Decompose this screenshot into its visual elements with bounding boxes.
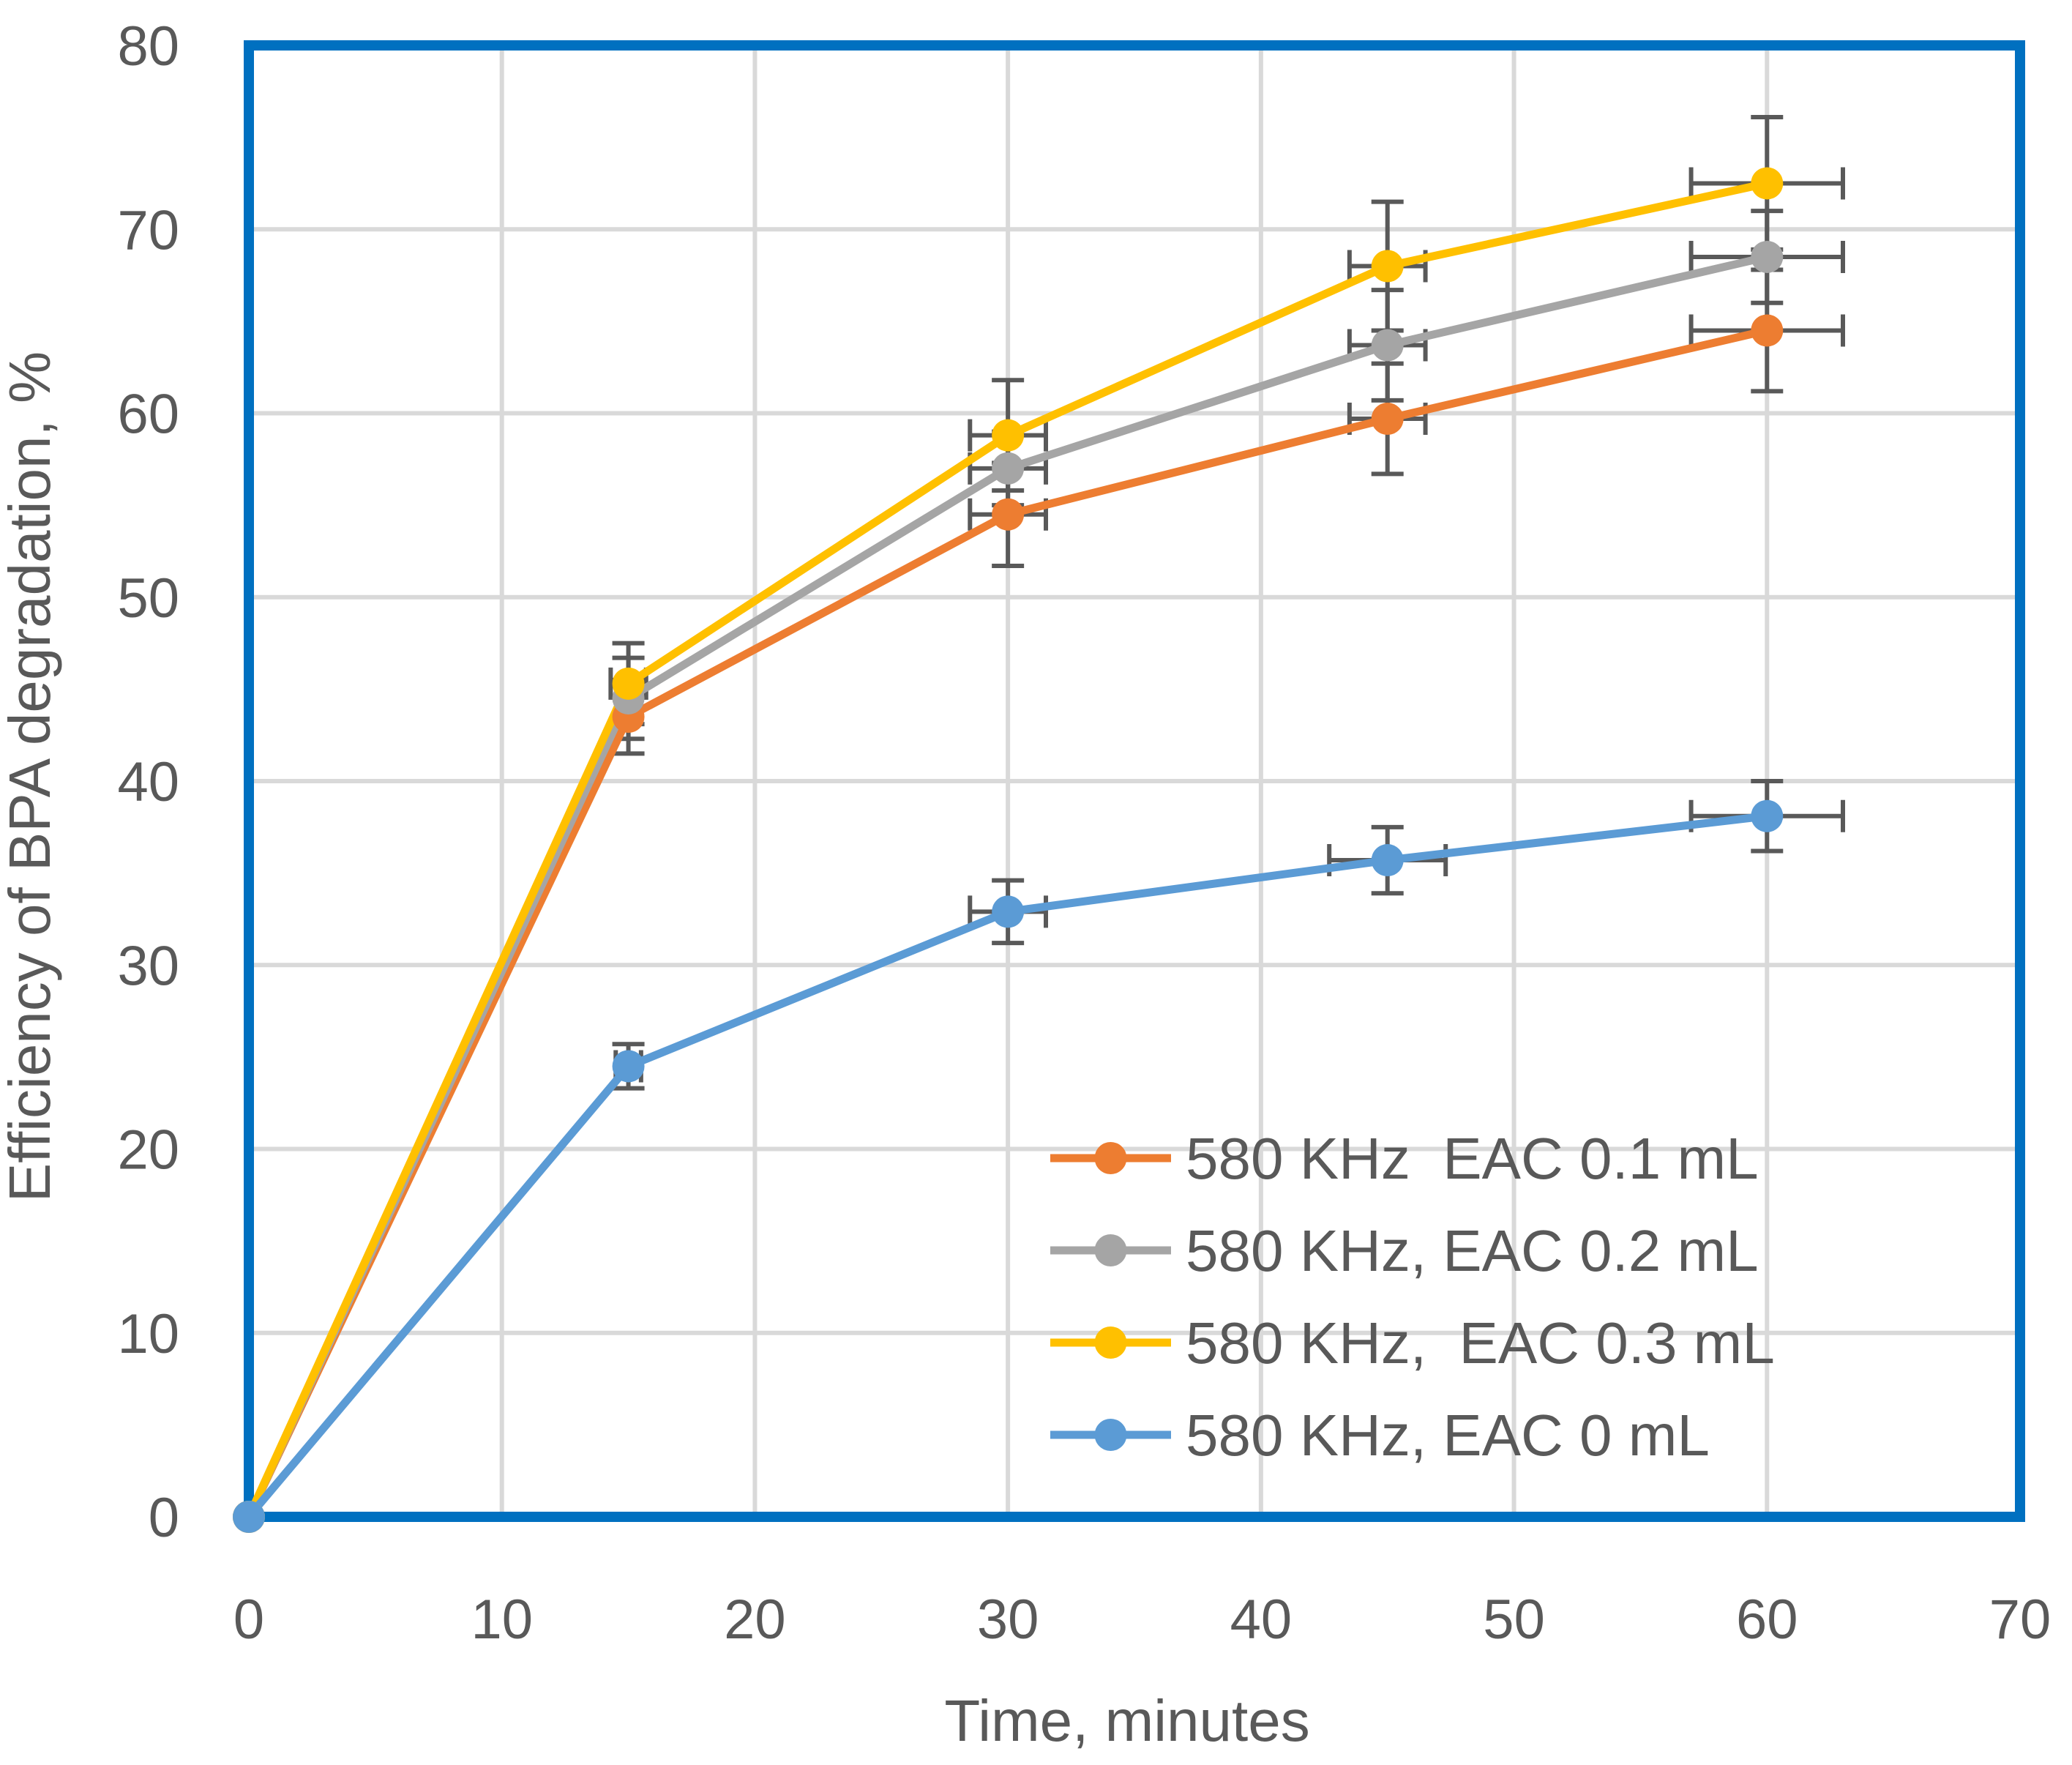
y-tick-label: 40 bbox=[117, 751, 179, 813]
x-tick-label: 20 bbox=[724, 1589, 786, 1651]
legend: 580 KHz EAC 0.1 mL 580 KHz, EAC 0.2 mL 580… bbox=[1050, 1126, 1775, 1468]
series-2-point bbox=[992, 419, 1025, 452]
legend-swatch-marker bbox=[1094, 1326, 1127, 1359]
series-1-point bbox=[992, 452, 1025, 485]
y-tick-label: 0 bbox=[149, 1487, 179, 1549]
legend-item: 580 KHz, EAC 0.3 mL bbox=[1050, 1310, 1775, 1376]
plot-frame bbox=[244, 40, 2025, 1522]
legend-label: 580 KHz, EAC 0.2 mL bbox=[1186, 1218, 1759, 1283]
y-tick-label: 20 bbox=[117, 1119, 179, 1182]
error-bars bbox=[608, 114, 1845, 1091]
x-tick-label: 30 bbox=[977, 1589, 1039, 1651]
y-tick-label: 70 bbox=[117, 199, 179, 261]
x-tick-label: 50 bbox=[1483, 1589, 1545, 1651]
y-tick-label: 30 bbox=[117, 935, 179, 997]
legend-swatch-marker bbox=[1094, 1234, 1127, 1266]
x-tick-label: 70 bbox=[1989, 1589, 2052, 1651]
x-axis-title: Time, minutes bbox=[944, 1688, 1309, 1753]
legend-label: 580 KHz, EAC 0 mL bbox=[1186, 1403, 1710, 1468]
series-3-point bbox=[992, 895, 1025, 928]
legend-item: 580 KHz, EAC 0.2 mL bbox=[1050, 1218, 1759, 1283]
x-axis-ticks: 0 10 20 30 40 50 60 70 bbox=[233, 1589, 2051, 1651]
x-tick-label: 60 bbox=[1736, 1589, 1798, 1651]
y-tick-label: 80 bbox=[117, 15, 179, 78]
series-2-point bbox=[1751, 167, 1784, 200]
series-1-point bbox=[1751, 240, 1784, 273]
legend-swatch-marker bbox=[1094, 1419, 1127, 1451]
series-3-point bbox=[1751, 799, 1784, 832]
x-tick-label: 40 bbox=[1230, 1589, 1293, 1651]
legend-item: 580 KHz, EAC 0 mL bbox=[1050, 1403, 1710, 1468]
y-axis-title: Efficiency of BPA degradation, % bbox=[0, 351, 62, 1202]
series-0-point bbox=[1371, 403, 1404, 436]
x-tick-label: 0 bbox=[233, 1589, 264, 1651]
legend-label: 580 KHz, EAC 0.3 mL bbox=[1186, 1310, 1775, 1376]
series-markers bbox=[233, 167, 1784, 1533]
series-3-point bbox=[612, 1050, 645, 1083]
y-axis-ticks: 0 10 20 30 40 50 60 70 80 bbox=[117, 15, 179, 1549]
series-3-point bbox=[1371, 844, 1404, 877]
legend-swatch-marker bbox=[1094, 1142, 1127, 1174]
x-tick-label: 10 bbox=[471, 1589, 533, 1651]
series-3-point bbox=[233, 1501, 265, 1533]
series-0-point bbox=[992, 498, 1025, 531]
y-tick-label: 50 bbox=[117, 567, 179, 630]
series-1-point bbox=[1371, 329, 1404, 362]
series-0-point bbox=[1751, 314, 1784, 347]
series-2-point bbox=[612, 667, 645, 700]
y-tick-label: 60 bbox=[117, 384, 179, 446]
legend-item: 580 KHz EAC 0.1 mL bbox=[1050, 1126, 1759, 1191]
series-2-point bbox=[1371, 250, 1404, 283]
y-tick-label: 10 bbox=[117, 1303, 179, 1365]
legend-label: 580 KHz EAC 0.1 mL bbox=[1186, 1126, 1759, 1191]
